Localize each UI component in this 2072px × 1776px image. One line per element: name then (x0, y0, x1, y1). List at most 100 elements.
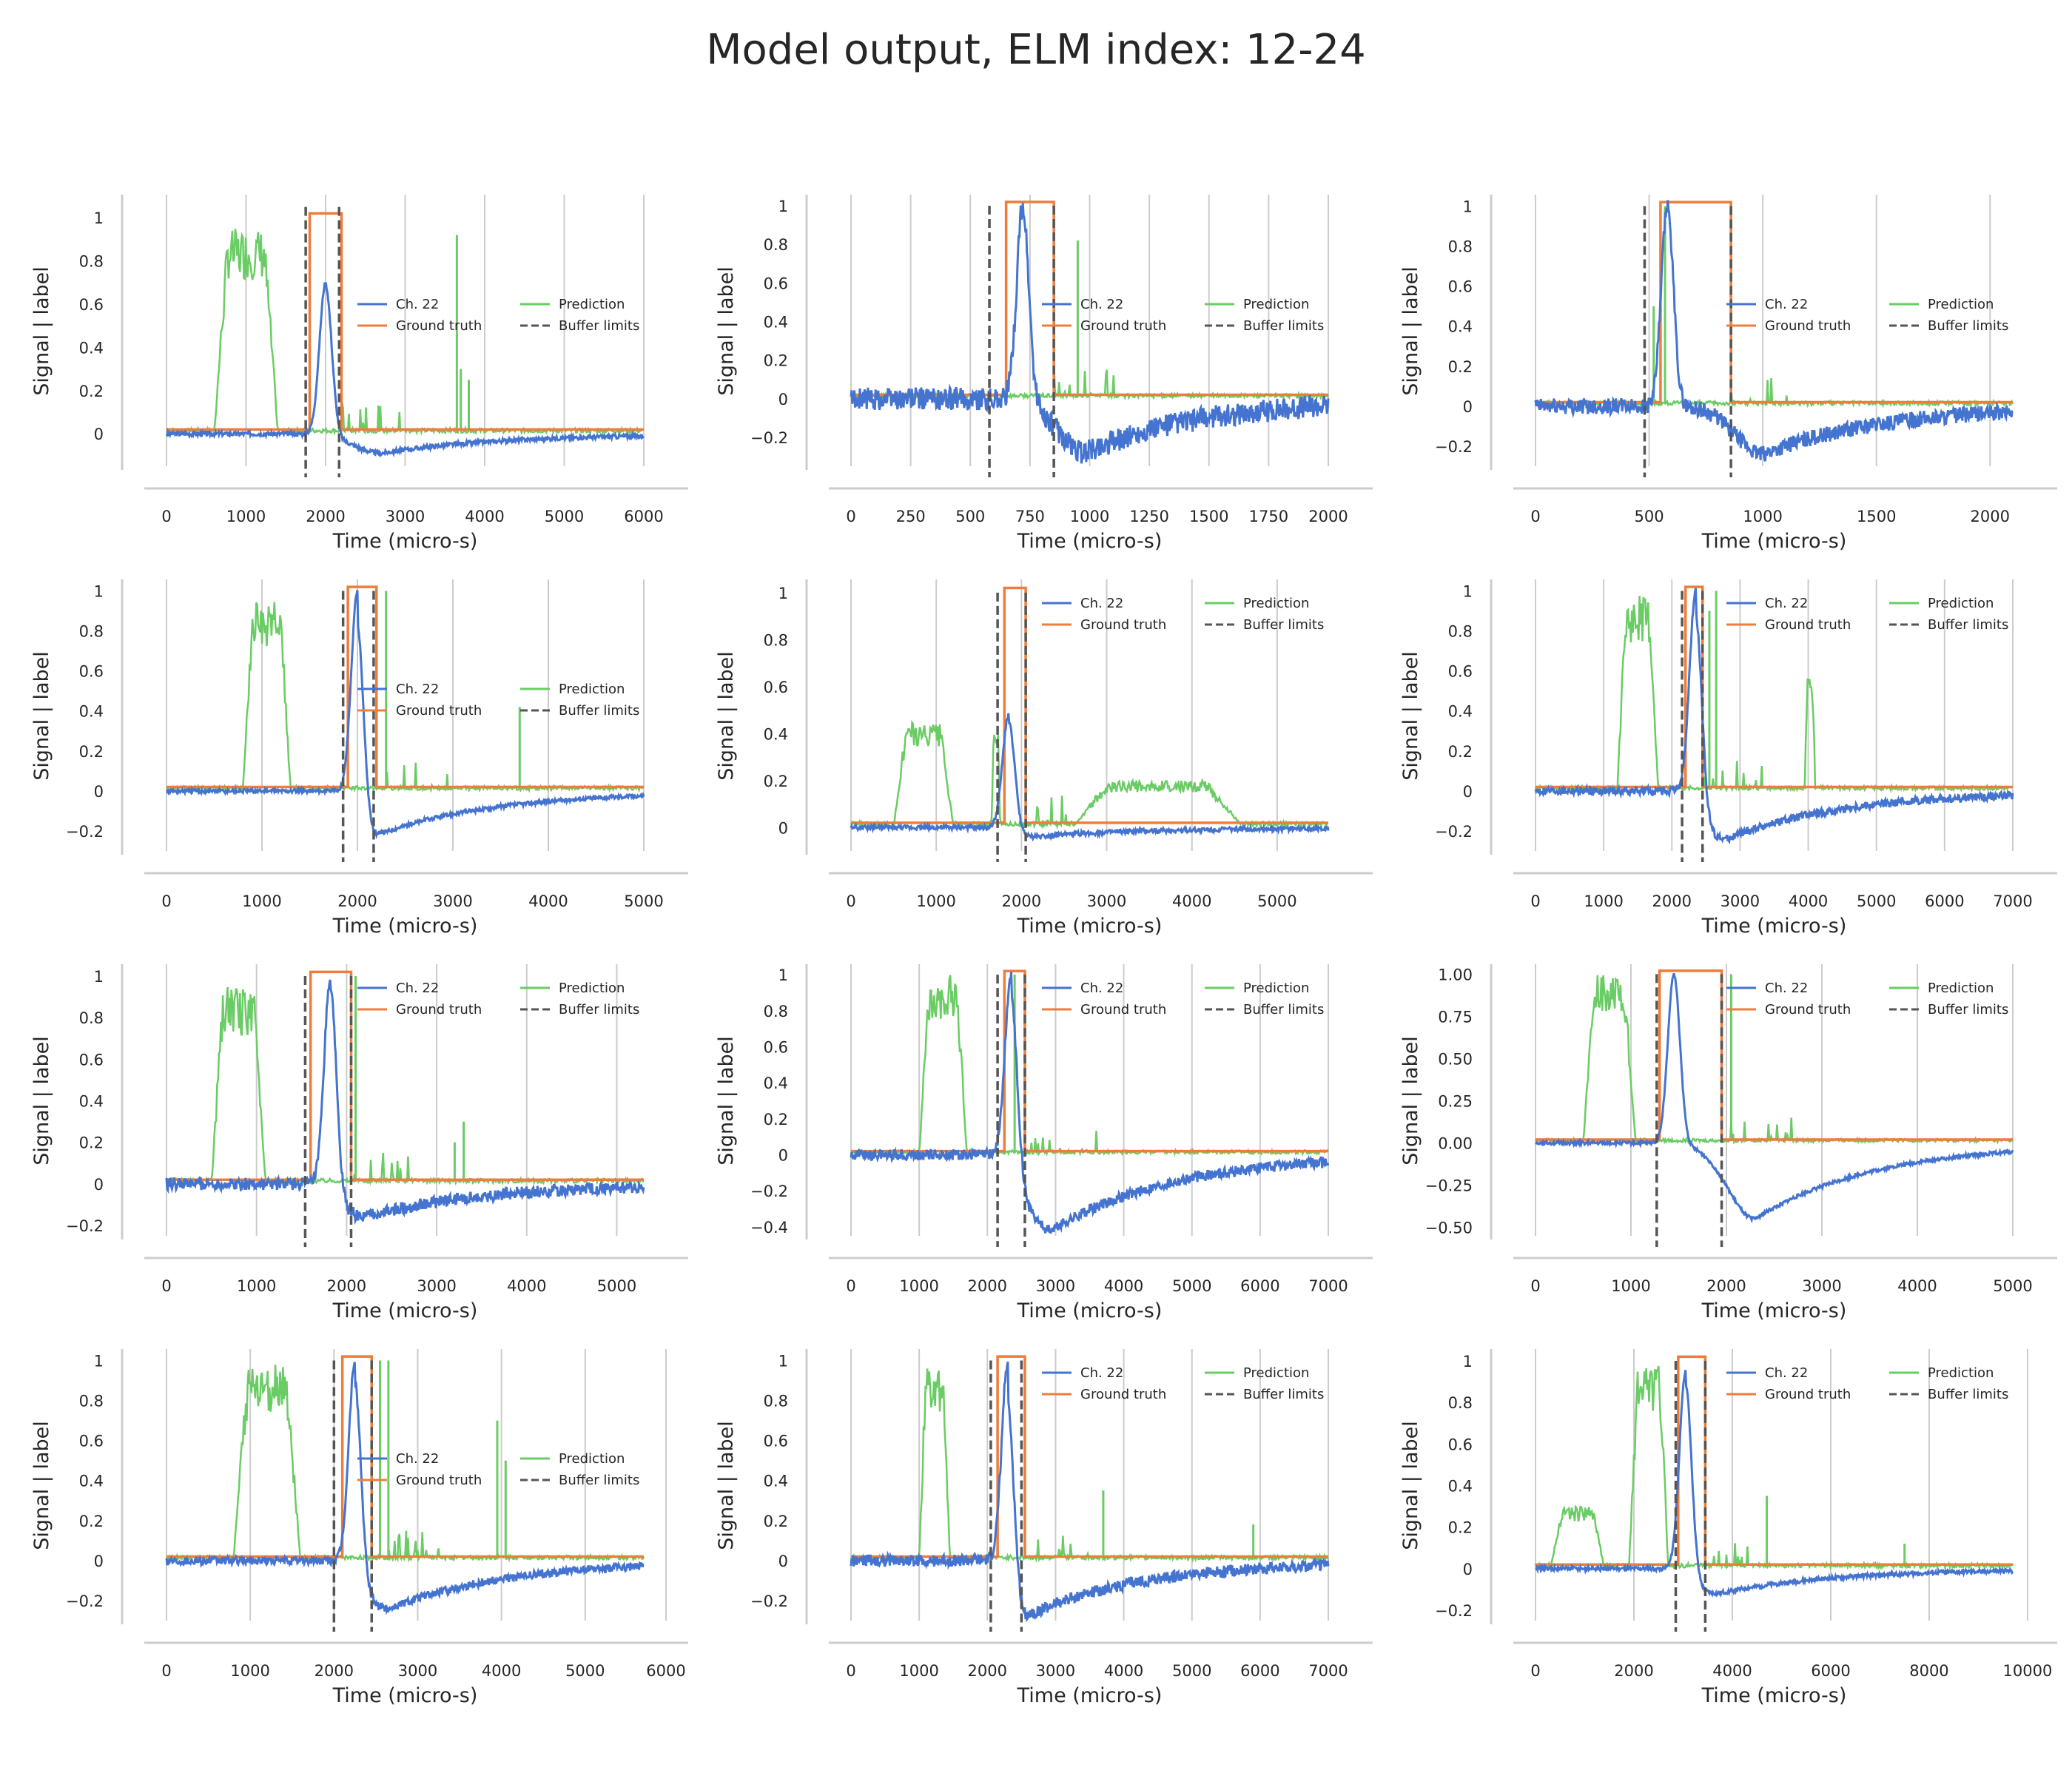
y-tick-label: 0.4 (764, 725, 788, 743)
x-tick-label: 4000 (1172, 892, 1211, 910)
signal-series (165, 979, 645, 1225)
x-tick-label: 7000 (1308, 1277, 1348, 1295)
y-tick-label: −0.2 (66, 1217, 104, 1235)
x-tick-label: 2000 (306, 508, 345, 525)
y-tick-label: 1 (778, 1353, 788, 1370)
legend-label: Ch. 22 (396, 682, 439, 697)
x-tick-label: 1000 (1584, 892, 1623, 910)
y-tick-label: 0.8 (1448, 238, 1473, 256)
legend-label: Ch. 22 (1080, 980, 1123, 996)
x-tick-label: 1250 (1129, 508, 1168, 525)
legend-label: Ground truth (396, 703, 482, 719)
subplot-12: 0 2000 4000 6000 8000 10000 −0.2 0 0.2 0.4 0.6 0.8 1… (1399, 1349, 2057, 1707)
y-tick-label: 0.4 (79, 339, 104, 357)
legend-label: Prediction (559, 682, 625, 697)
y-tick-label: −0.50 (1425, 1220, 1473, 1237)
legend-label: Prediction (1243, 596, 1309, 611)
ground-truth-series (166, 970, 644, 1181)
y-tick-label: −0.2 (750, 1592, 788, 1610)
x-tick-label: 2000 (1971, 508, 2010, 525)
legend-label: Ch. 22 (396, 980, 439, 996)
y-tick-label: 0 (1463, 783, 1473, 801)
x-tick-label: 5000 (624, 892, 663, 910)
x-tick-label: 7000 (1308, 1662, 1348, 1680)
x-tick-label: 4000 (1104, 1662, 1143, 1680)
y-tick-label: −0.2 (66, 823, 104, 841)
y-axis-label: Signal | label (715, 1421, 738, 1550)
subplot-11: 0 1000 2000 3000 4000 5000 6000 7000 −0.2 0 0.2 0.4… (715, 1349, 1373, 1707)
y-tick-label: 0.6 (1448, 278, 1473, 296)
legend-label: Ch. 22 (1080, 297, 1123, 312)
x-tick-label: 0 (846, 508, 855, 525)
y-tick-label: 0.6 (764, 679, 788, 696)
y-tick-label: 1.00 (1438, 966, 1473, 983)
ground-truth-series (166, 585, 644, 789)
x-tick-label: 2000 (337, 892, 377, 910)
y-tick-label: 0 (778, 819, 788, 837)
x-axis-label: Time (micro-s) (1701, 1299, 1847, 1322)
x-axis-label: Time (micro-s) (1017, 530, 1163, 553)
legend-label: Buffer limits (559, 1473, 639, 1488)
legend-label: Buffer limits (1928, 1002, 2008, 1018)
legend-label: Buffer limits (1243, 318, 1324, 334)
y-tick-label: 1 (778, 966, 788, 984)
y-tick-label: 1 (778, 585, 788, 602)
y-tick-label: −0.2 (1435, 1602, 1473, 1620)
y-tick-label: 0.8 (1448, 1394, 1473, 1412)
x-tick-label: 5000 (1993, 1277, 2032, 1295)
x-tick-label: 5000 (1257, 892, 1296, 910)
legend-label: Ground truth (1080, 1002, 1166, 1018)
signal-series (166, 590, 645, 840)
legend-label: Ground truth (1765, 1002, 1851, 1018)
x-tick-label: 1500 (1189, 508, 1228, 525)
y-axis-label: Signal | label (1399, 266, 1422, 396)
x-tick-label: 2000 (1002, 892, 1041, 910)
x-tick-label: 6000 (646, 1662, 685, 1680)
ground-truth-series (1536, 1355, 2013, 1566)
x-tick-label: 1000 (1611, 1277, 1650, 1295)
x-tick-label: 4000 (1104, 1277, 1143, 1295)
y-tick-label: 0.6 (1448, 1436, 1473, 1453)
y-tick-label: 0.6 (764, 1039, 788, 1057)
legend-label: Ch. 22 (1080, 1365, 1123, 1381)
y-tick-label: 0.4 (764, 1473, 788, 1490)
signal-series (1534, 588, 2014, 844)
x-tick-label: 5000 (1172, 1662, 1211, 1680)
legend-label: Prediction (1243, 1365, 1309, 1381)
y-tick-label: 0.8 (764, 236, 788, 254)
subplot-1: 0 1000 2000 3000 4000 5000 6000 0 0.2 0.4 0.6 0.8 1 T… (30, 195, 688, 553)
y-tick-label: 0.6 (1448, 663, 1473, 681)
y-tick-label: 0.2 (1448, 358, 1473, 376)
y-tick-label: 0.4 (1448, 703, 1473, 721)
y-tick-label: 0.75 (1438, 1008, 1473, 1026)
legend-label: Buffer limits (559, 1002, 639, 1018)
x-tick-label: 0 (161, 1277, 171, 1295)
legend-label: Prediction (1243, 980, 1309, 996)
x-tick-label: 1000 (1743, 508, 1782, 525)
y-tick-label: 1 (778, 198, 788, 215)
x-tick-label: 3000 (1036, 1277, 1075, 1295)
x-axis-label: Time (micro-s) (332, 915, 478, 938)
legend-label: Prediction (1243, 297, 1309, 312)
x-axis-label: Time (micro-s) (1701, 915, 1847, 938)
x-tick-label: 0 (161, 508, 171, 525)
subplot-7: 0 1000 2000 3000 4000 5000 −0.2 0 0.2 0.4 0.6 0.8 1 T… (30, 964, 688, 1322)
x-tick-label: 6000 (1811, 1662, 1850, 1680)
x-tick-label: 3000 (1720, 892, 1760, 910)
y-tick-label: 0.4 (79, 1473, 104, 1490)
x-tick-label: 5000 (597, 1277, 636, 1295)
y-tick-label: −0.25 (1425, 1177, 1473, 1195)
signal-series (850, 1361, 1330, 1623)
y-tick-label: 0 (778, 1553, 788, 1570)
y-tick-label: 0 (1463, 1561, 1473, 1578)
y-tick-label: 0.8 (764, 631, 788, 649)
legend-label: Ground truth (1080, 318, 1166, 334)
legend-label: Ground truth (1080, 617, 1166, 633)
legend-label: Buffer limits (559, 703, 639, 719)
subplot-2: 0 250 500 750 1000 1250 1500 1750 2000 −0.2 0 0.2 0.… (715, 195, 1373, 553)
x-axis-label: Time (micro-s) (332, 1684, 478, 1707)
y-tick-label: 0 (1463, 398, 1473, 416)
prediction-series (1535, 975, 2014, 1146)
x-tick-label: 2000 (968, 1277, 1007, 1295)
ground-truth-series (851, 969, 1328, 1153)
